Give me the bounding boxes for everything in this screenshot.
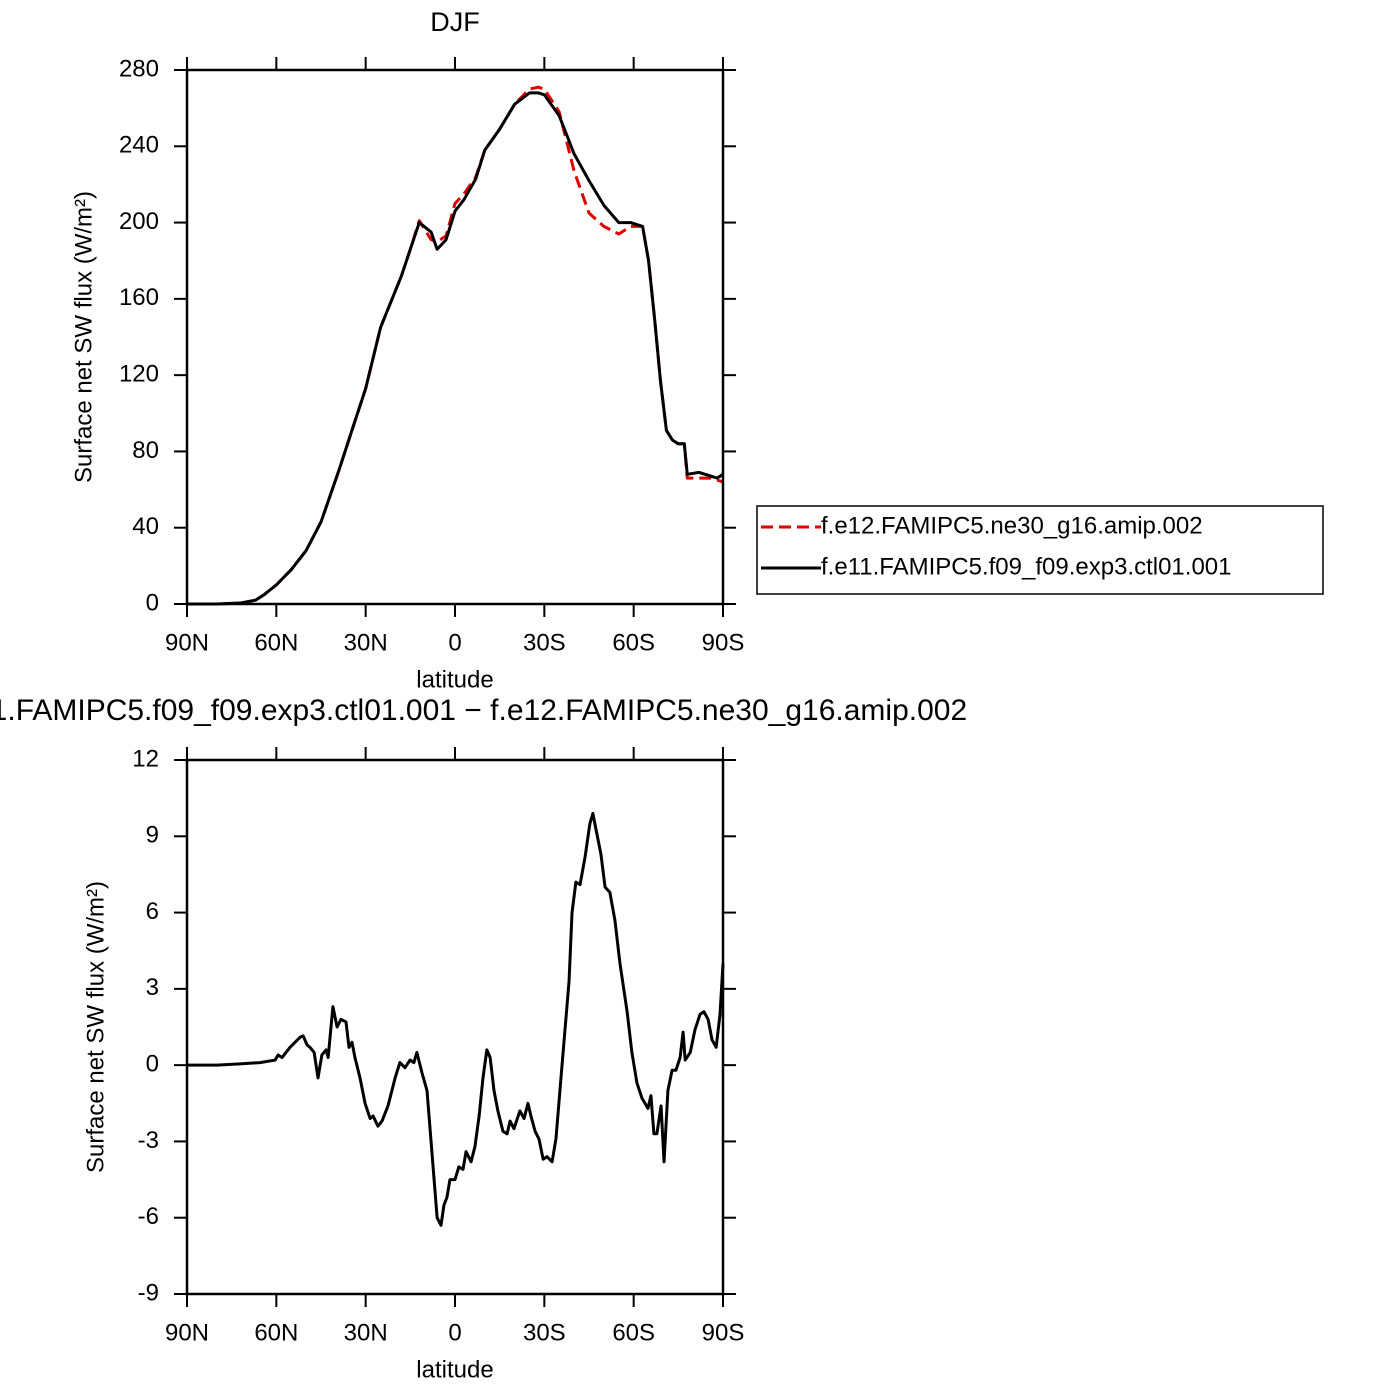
- x-tick-label: 90N: [165, 1319, 209, 1346]
- y-axis-label: Surface net SW flux (W/m²): [82, 881, 109, 1173]
- chart-title: f.e11.FAMIPC5.f09_f09.exp3.ctl01.001 − f…: [0, 694, 967, 727]
- y-tick-label: 240: [119, 132, 159, 159]
- y-tick-label: 200: [119, 208, 159, 235]
- x-axis-label: latitude: [416, 1356, 493, 1383]
- y-tick-label: 280: [119, 55, 159, 82]
- y-tick-label: 80: [132, 437, 159, 464]
- y-axis-label: Surface net SW flux (W/m²): [70, 191, 97, 483]
- legend-box: [756, 505, 1324, 595]
- x-tick-label: 30S: [523, 1319, 566, 1346]
- x-tick-label: 90S: [702, 629, 745, 656]
- x-tick-label: 90N: [165, 629, 209, 656]
- data-line: [187, 91, 724, 606]
- x-axis-label: latitude: [416, 666, 493, 693]
- y-tick-label: 40: [132, 513, 159, 540]
- x-tick-label: 30N: [344, 1319, 388, 1346]
- y-tick-label: 9: [146, 822, 159, 849]
- y-tick-label: 120: [119, 360, 159, 387]
- y-tick-label: -3: [138, 1127, 159, 1154]
- x-tick-label: 60N: [254, 629, 298, 656]
- y-tick-label: -9: [138, 1279, 159, 1306]
- x-tick-label: 90S: [702, 1319, 745, 1346]
- legend: f.e12.FAMIPC5.ne30_g16.amip.002 f.e11.FAM…: [756, 505, 1324, 595]
- y-tick-label: 0: [146, 1050, 159, 1077]
- plot-frame: [185, 68, 725, 606]
- y-tick-label: 0: [146, 589, 159, 616]
- y-tick-label: 160: [119, 284, 159, 311]
- x-tick-label: 30S: [523, 629, 566, 656]
- legend-label: f.e11.FAMIPC5.f09_f09.exp3.ctl01.001: [821, 553, 1231, 580]
- data-line: [187, 85, 724, 606]
- x-tick-label: 60S: [612, 629, 655, 656]
- y-tick-label: 3: [146, 974, 159, 1001]
- plot-frame: [185, 758, 725, 1296]
- x-tick-label: 30N: [344, 629, 388, 656]
- y-tick-label: 12: [132, 745, 159, 772]
- x-tick-label: 60S: [612, 1319, 655, 1346]
- legend-label: f.e12.FAMIPC5.ne30_g16.amip.002: [821, 512, 1203, 539]
- chart-title: DJF: [430, 7, 480, 37]
- y-tick-label: -6: [138, 1203, 159, 1230]
- data-line: [187, 811, 725, 1227]
- x-tick-label: 0: [448, 1319, 461, 1346]
- x-tick-label: 60N: [254, 1319, 298, 1346]
- y-tick-label: 6: [146, 898, 159, 925]
- x-tick-label: 0: [448, 629, 461, 656]
